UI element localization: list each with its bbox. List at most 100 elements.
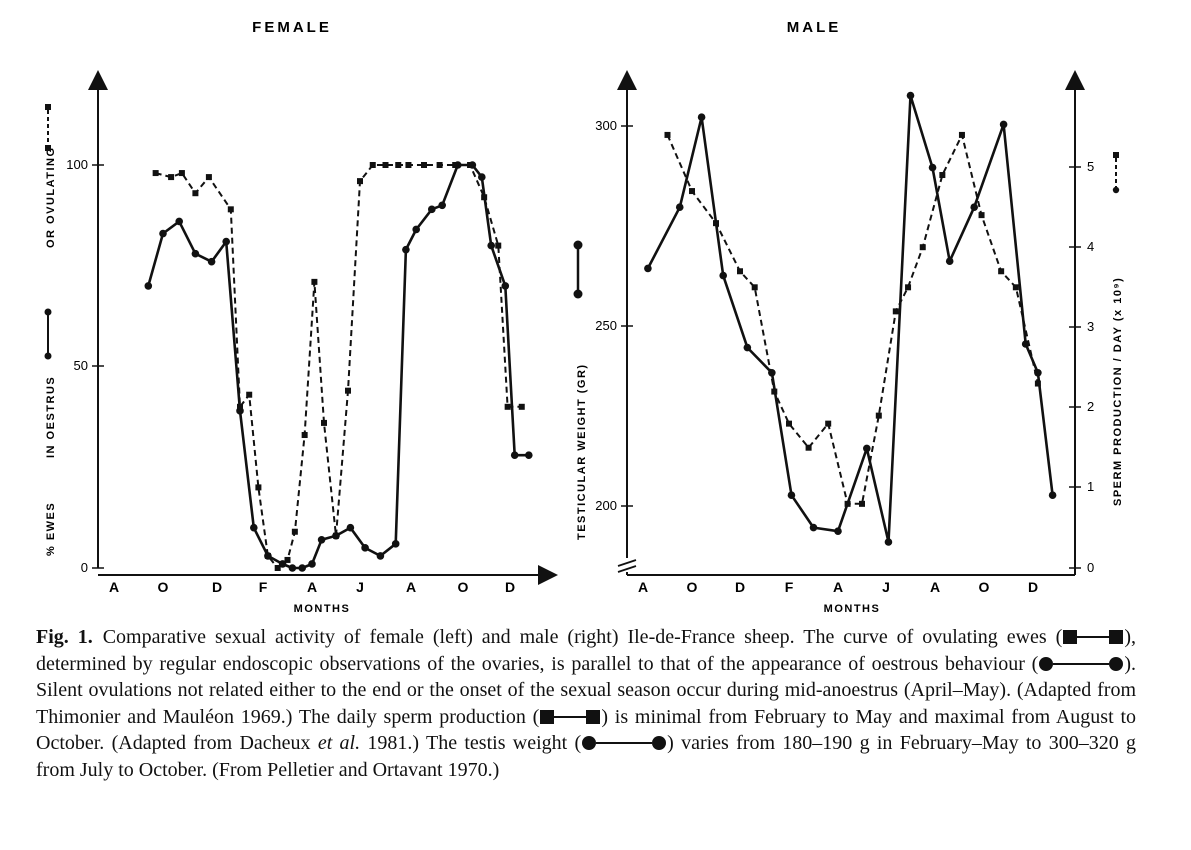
male-right-y-axis-title: SPERM PRODUCTION / DAY (x 10⁹) bbox=[1112, 277, 1124, 506]
female-oestrus-data-point bbox=[346, 523, 355, 532]
male-sperm-data-point bbox=[805, 444, 812, 451]
male-weight-data-point bbox=[675, 203, 684, 211]
female-oestrus-data-point bbox=[317, 535, 326, 544]
male-sperm-data-point bbox=[905, 284, 912, 291]
male-weight-data-point bbox=[928, 163, 937, 172]
female-ylabel-part: % EWES bbox=[45, 502, 57, 556]
female-ovulating-data-point bbox=[311, 278, 318, 285]
male-y2tick-label: 0 bbox=[1087, 560, 1094, 575]
male-sperm-data-point bbox=[825, 420, 832, 427]
female-ovulating-data-point bbox=[333, 532, 339, 539]
female-ovulating-data-point bbox=[382, 162, 389, 168]
male-ytick-label: 250 bbox=[595, 318, 617, 333]
male-sperm-data-point bbox=[786, 420, 792, 427]
female-ovulating-data-point bbox=[345, 387, 351, 394]
male-sperm-data-point bbox=[713, 220, 719, 227]
male-month-label: D bbox=[1028, 579, 1038, 595]
female-month-label: A bbox=[109, 579, 119, 595]
male-weight-data-point bbox=[884, 538, 893, 546]
male-sperm-data-point bbox=[939, 172, 946, 179]
figure: FEMALE 0 50 100 A O D F A J A O D MONTHS… bbox=[44, 19, 1124, 615]
male-sperm-data-point bbox=[892, 308, 899, 315]
male-weight-data-point bbox=[1048, 491, 1057, 500]
female-month-label: A bbox=[307, 579, 317, 595]
male-sperm-data-point bbox=[859, 500, 865, 507]
female-ovulating-data-point bbox=[255, 484, 262, 491]
male-weight-data-point bbox=[945, 257, 954, 266]
female-ovulating-data-point bbox=[395, 162, 402, 168]
female-month-labels: A O D F A J A O D bbox=[109, 579, 515, 595]
male-month-label: O bbox=[687, 579, 698, 595]
male-sperm-data-point bbox=[664, 131, 671, 138]
female-oestrus-data-point bbox=[402, 245, 410, 254]
female-oestrus-data-point bbox=[510, 451, 519, 459]
male-weight-data-point bbox=[743, 343, 752, 352]
female-ovulating-data-point bbox=[152, 170, 159, 177]
female-ovulating-data-point bbox=[264, 552, 271, 559]
female-ovulating-data-point bbox=[405, 162, 412, 168]
figure-caption: Fig. 1. Comparative sexual activity of fe… bbox=[36, 624, 1136, 784]
male-sperm-data-point bbox=[1034, 380, 1041, 387]
male-weight-data-point bbox=[863, 444, 871, 453]
male-weight-legend-symbol bbox=[573, 240, 583, 299]
female-panel: FEMALE 0 50 100 A O D F A J A O D MONTHS… bbox=[44, 19, 558, 615]
female-oestrus-data-point bbox=[478, 173, 486, 181]
male-sperm-data-point bbox=[919, 244, 926, 251]
male-left-y-ticks: 200 250 300 bbox=[595, 118, 633, 513]
female-ylabel-part: OR OVULATING bbox=[45, 146, 57, 248]
male-weight-data-point bbox=[906, 91, 915, 100]
female-ovulating-data-point bbox=[291, 528, 298, 535]
female-ovulating-data-point bbox=[495, 242, 502, 249]
female-oestrus-data-point bbox=[376, 552, 385, 560]
female-ovulating-data-point bbox=[168, 174, 175, 181]
male-sperm-data-point bbox=[751, 284, 758, 291]
female-oestrus-data-point bbox=[191, 249, 200, 258]
female-ovulating-data-point bbox=[284, 556, 291, 563]
male-plot-area bbox=[644, 91, 1057, 546]
female-oestrus-legend-symbol bbox=[44, 308, 52, 360]
male-weight-data-point bbox=[644, 264, 652, 273]
male-weight-data-point bbox=[970, 203, 978, 211]
female-ytick-label: 0 bbox=[81, 560, 88, 575]
male-right-y-ticks: 0 1 2 3 4 5 bbox=[1069, 159, 1094, 575]
female-ovulating-data-point bbox=[421, 162, 427, 168]
female-oestrus-data-point bbox=[412, 225, 421, 234]
female-ytick-label: 50 bbox=[74, 358, 88, 373]
female-oestrus-data-point bbox=[438, 201, 447, 210]
male-sperm-data-point bbox=[737, 268, 743, 275]
female-y-axis-title: % EWES IN OESTRUS OR OVULATING bbox=[44, 104, 57, 556]
female-oestrus-data-point bbox=[487, 241, 496, 250]
female-ovulating-data-point bbox=[467, 162, 474, 168]
male-sperm-legend-symbol bbox=[1112, 152, 1120, 194]
female-ylabel-part: IN OESTRUS bbox=[45, 376, 57, 458]
caption-et-al: et al. bbox=[317, 732, 361, 755]
female-oestrus-data-point bbox=[288, 564, 297, 572]
female-oestrus-data-point bbox=[391, 540, 400, 548]
male-month-label: J bbox=[882, 579, 890, 595]
male-ytick-label: 200 bbox=[595, 498, 617, 513]
male-month-labels: A O D F A J A O D bbox=[638, 579, 1038, 595]
male-month-label: A bbox=[833, 579, 843, 595]
male-axis-break bbox=[617, 559, 637, 567]
female-ovulating-data-point bbox=[192, 190, 199, 197]
female-oestrus-data-point bbox=[361, 544, 369, 552]
male-weight-data-point bbox=[809, 523, 818, 532]
male-weight-series-line bbox=[646, 94, 1054, 544]
female-ovulating-data-point bbox=[227, 206, 234, 213]
female-oestrus-series-line bbox=[147, 163, 529, 570]
female-month-label: F bbox=[259, 579, 268, 595]
male-sperm-data-point bbox=[958, 131, 965, 138]
female-ytick-label: 100 bbox=[66, 157, 88, 172]
caption-text-part: ), determined by regular endoscopic obse… bbox=[36, 626, 1136, 675]
female-oestrus-data-point bbox=[207, 257, 216, 266]
caption-text-part: ) varies from 180–190 g in February–May … bbox=[36, 732, 1136, 781]
male-axis-break bbox=[617, 565, 637, 573]
female-month-label: J bbox=[356, 579, 364, 595]
female-ovulating-data-point bbox=[518, 403, 525, 410]
male-month-label: D bbox=[735, 579, 745, 595]
male-title: MALE bbox=[787, 19, 842, 36]
solid-circle-legend-symbol bbox=[582, 736, 667, 751]
male-y2tick-label: 5 bbox=[1087, 159, 1094, 174]
caption-figure-label: Fig. 1. bbox=[36, 626, 93, 648]
female-oestrus-data-point bbox=[144, 282, 153, 290]
